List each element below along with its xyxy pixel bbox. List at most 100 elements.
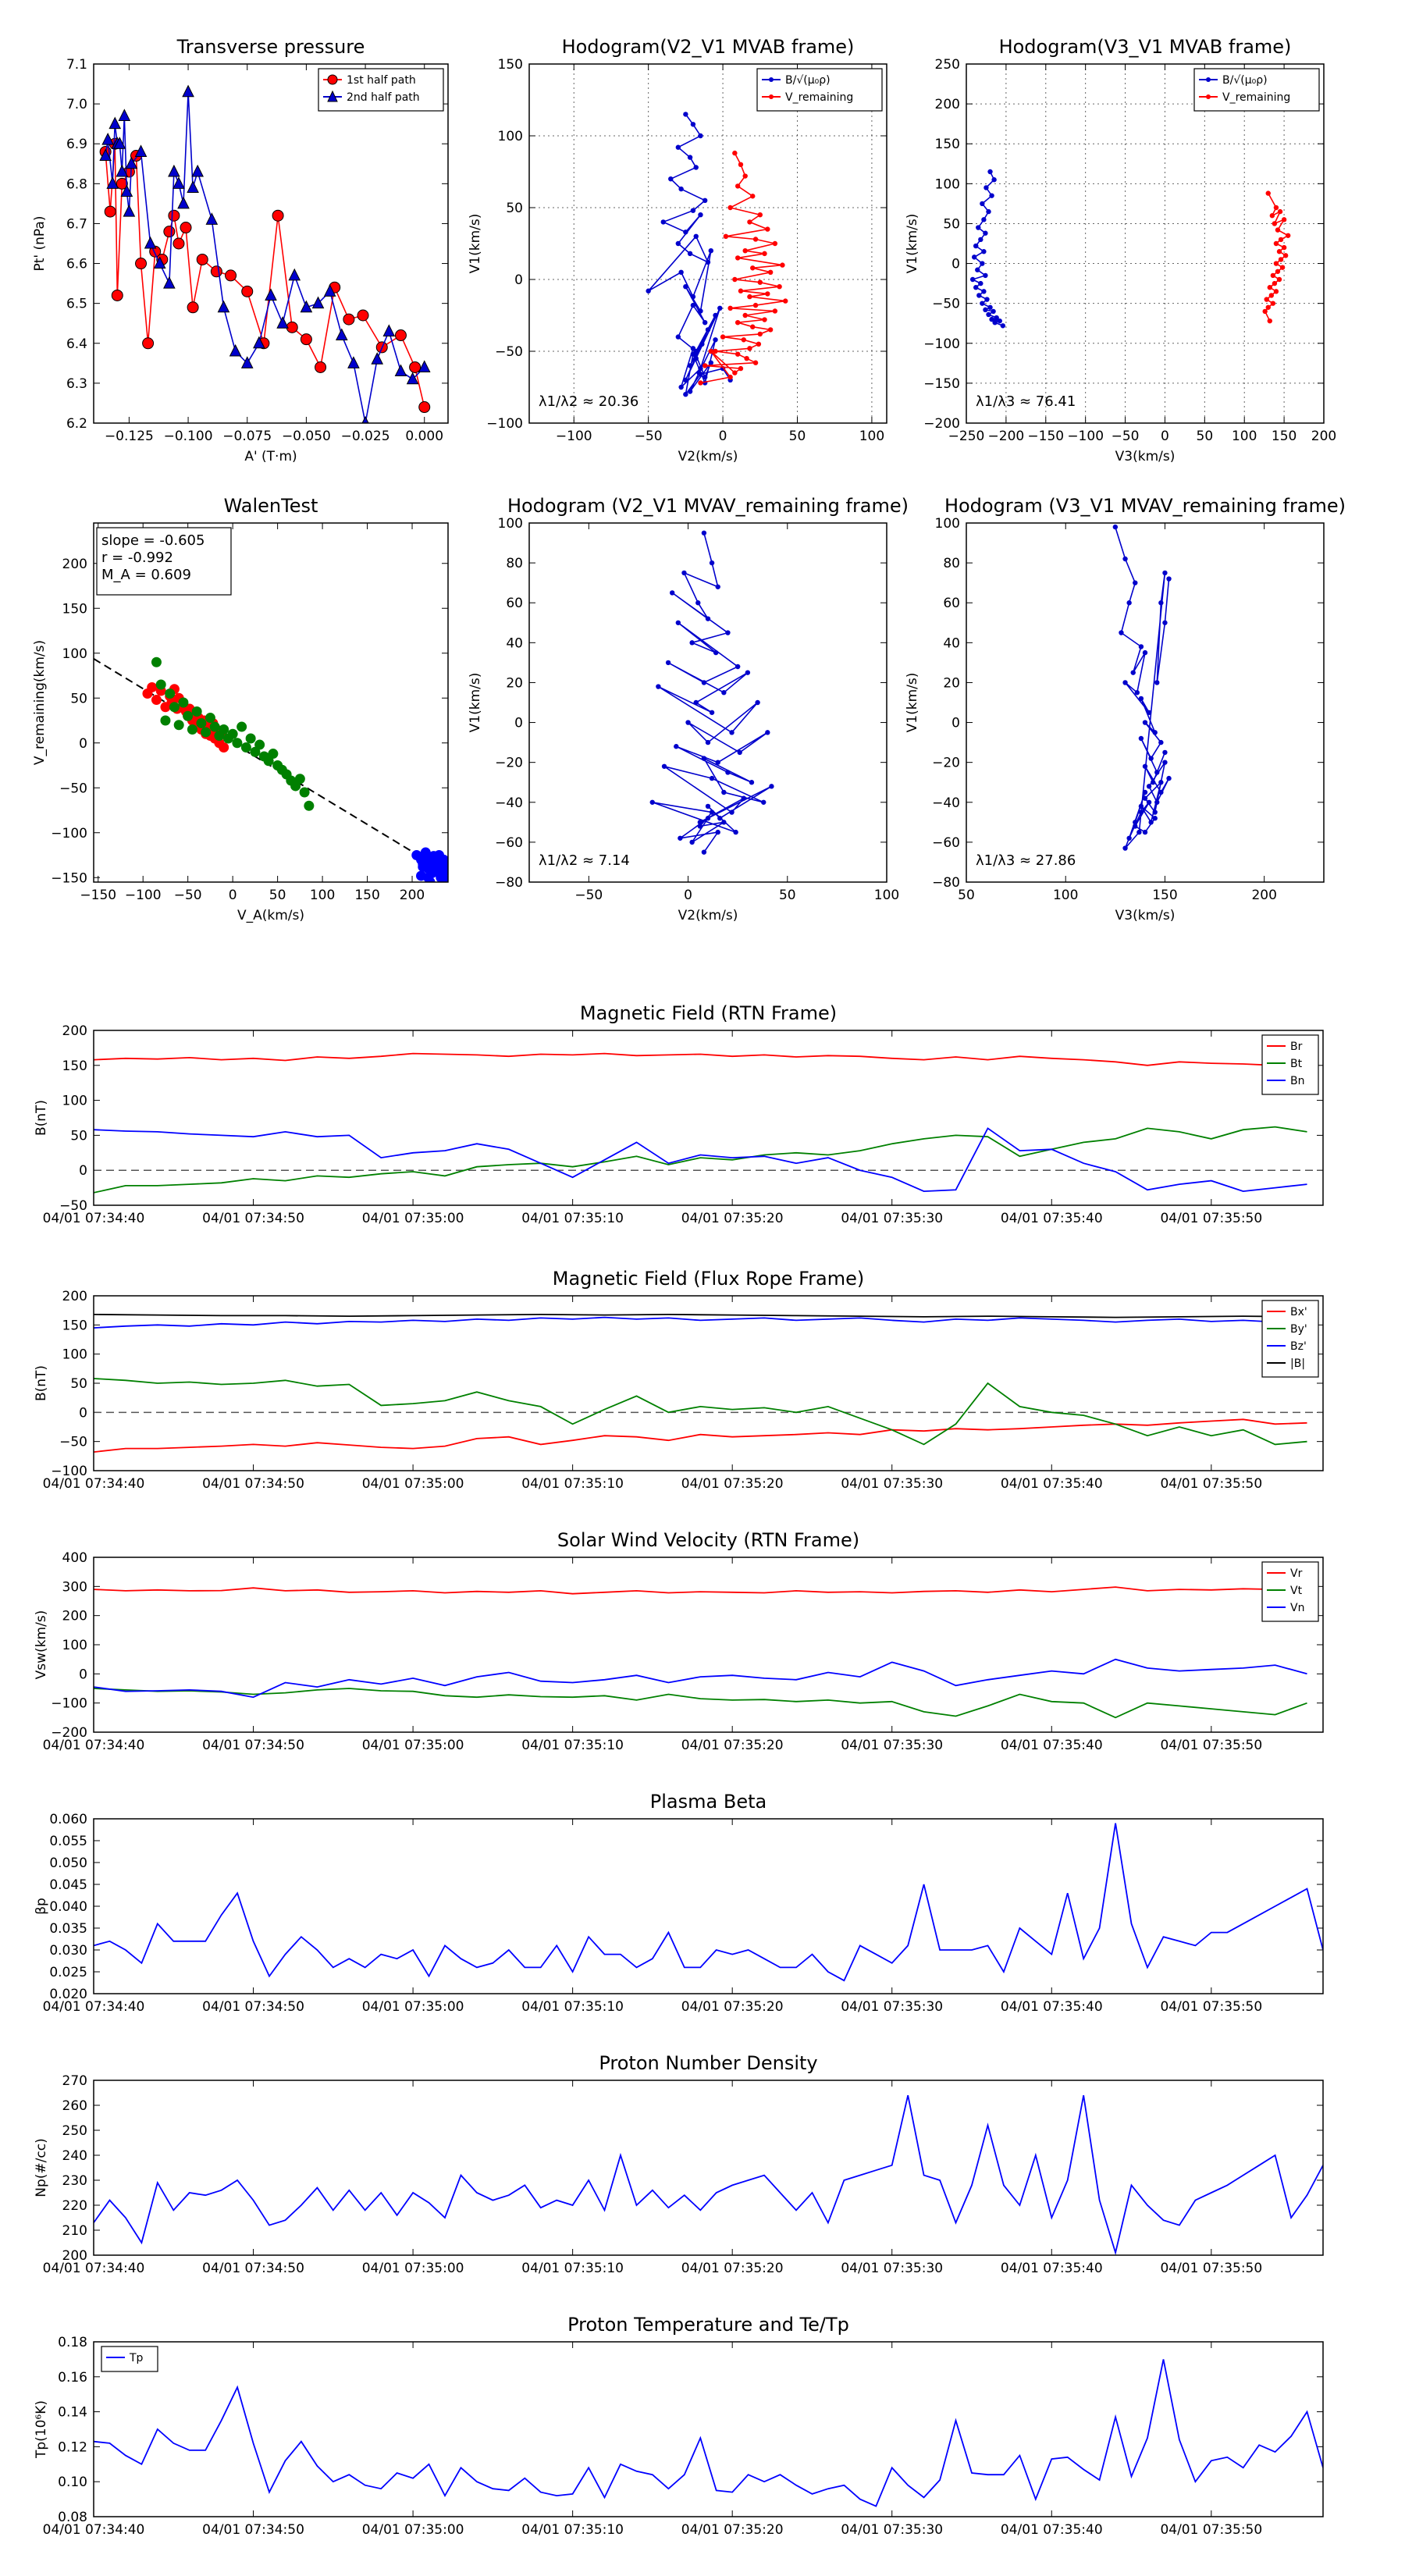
data-point [1142, 829, 1148, 835]
data-point [702, 320, 708, 326]
data-point [187, 724, 197, 735]
data-point [665, 660, 671, 666]
y-tick-label: 0.025 [49, 1965, 87, 1980]
data-point [113, 137, 126, 149]
data-point [698, 380, 703, 386]
data-point [173, 176, 185, 189]
plot-area [94, 1586, 1307, 1719]
data-point [1162, 570, 1168, 576]
series-v-remaining-line [652, 532, 772, 853]
x-tick-label: 04/01 07:35:30 [841, 2261, 943, 2276]
data-point [757, 212, 763, 218]
data-point [690, 302, 696, 308]
data-point [1126, 600, 1132, 606]
data-point [989, 193, 994, 198]
data-point [742, 173, 748, 179]
x-tick-label: 04/01 07:35:50 [1160, 2522, 1262, 2538]
x-tick-label: 04/01 07:34:40 [43, 1738, 145, 1753]
x-tick-label: −0.075 [222, 429, 272, 444]
y-axis-label: V1(km/s) [905, 214, 920, 274]
data-point [991, 308, 996, 315]
data-point [678, 186, 684, 192]
data-point [151, 695, 162, 706]
data-point [1272, 221, 1278, 226]
y-tick-label: −50 [59, 1198, 87, 1214]
data-point [250, 746, 261, 757]
data-point [973, 243, 979, 249]
y-tick-label: 200 [62, 2248, 87, 2264]
plot-area [94, 2094, 1323, 2255]
fit-line [94, 658, 448, 874]
x-tick-label: 04/01 07:35:20 [681, 1211, 784, 1226]
data-point [992, 320, 998, 326]
x-tick-label: 04/01 07:35:20 [681, 1999, 784, 2015]
plot-area [94, 1313, 1323, 1453]
data-point [685, 720, 691, 725]
x-axis-label: A' (T·m) [244, 449, 297, 464]
data-point [254, 739, 265, 750]
data-point [687, 155, 693, 160]
data-point [99, 148, 112, 162]
x-tick-label: 04/01 07:35:20 [681, 2522, 784, 2538]
data-point [142, 337, 155, 350]
x-tick-label: 100 [859, 429, 884, 444]
y-tick-label: −200 [51, 1725, 87, 1741]
plot-area [94, 1823, 1323, 1982]
chart-magnetic_field_rtn: Magnetic Field (RTN Frame) 04/01 07:34:40… [34, 1002, 1324, 1226]
x-tick-label: 04/01 07:35:00 [362, 2261, 464, 2276]
data-point [1136, 829, 1142, 835]
legend-box [1193, 68, 1320, 112]
y-tick-label: 150 [498, 57, 523, 73]
data-point [749, 780, 755, 785]
legend-marker [769, 77, 774, 82]
x-tick-label: 04/01 07:35:00 [362, 1738, 464, 1753]
legend-marker [327, 90, 338, 102]
data-point [715, 829, 720, 835]
data-point [1158, 780, 1164, 785]
y-tick-label: 80 [943, 556, 960, 571]
chart-title: Plasma Beta [650, 1791, 767, 1813]
data-point [741, 337, 746, 343]
data-point [708, 348, 714, 354]
series-bn-line [94, 1127, 1307, 1193]
data-point [735, 255, 741, 261]
y-tick-label: 80 [506, 556, 523, 571]
x-tick-label: −100 [125, 888, 162, 903]
data-point [155, 679, 166, 690]
data-point [300, 300, 313, 313]
data-point [1278, 257, 1284, 262]
y-tick-label: 100 [498, 129, 523, 144]
data-point [1286, 233, 1291, 238]
data-point [1275, 269, 1281, 274]
data-point [705, 327, 711, 333]
y-tick-label: 200 [62, 1609, 87, 1624]
chart-title: Transverse pressure [176, 36, 365, 58]
data-point [1154, 770, 1160, 775]
y-tick-label: −150 [51, 870, 87, 886]
data-point [125, 156, 138, 169]
x-tick-label: −0.050 [282, 429, 331, 444]
data-point [715, 584, 720, 589]
data-point [978, 280, 984, 286]
data-point [767, 269, 774, 275]
x-tick-label: 04/01 07:35:00 [362, 1999, 464, 2015]
plot-frame [93, 522, 449, 883]
x-tick-label: 04/01 07:35:30 [841, 1999, 943, 2015]
data-point [276, 316, 289, 329]
data-point [1262, 308, 1268, 315]
data-point [987, 169, 993, 175]
data-point [232, 738, 243, 749]
data-point [434, 859, 445, 870]
data-point [702, 363, 708, 368]
data-point [986, 208, 991, 215]
data-point [1152, 809, 1158, 815]
data-point [253, 336, 265, 349]
data-point [144, 236, 157, 249]
data-point [705, 816, 711, 821]
data-point [701, 680, 707, 685]
x-axis-label: V2(km/s) [678, 908, 738, 923]
plot-frame [966, 63, 1325, 424]
data-point [1275, 227, 1281, 233]
stats-line: r = -0.992 [101, 550, 173, 566]
data-point [729, 730, 735, 735]
